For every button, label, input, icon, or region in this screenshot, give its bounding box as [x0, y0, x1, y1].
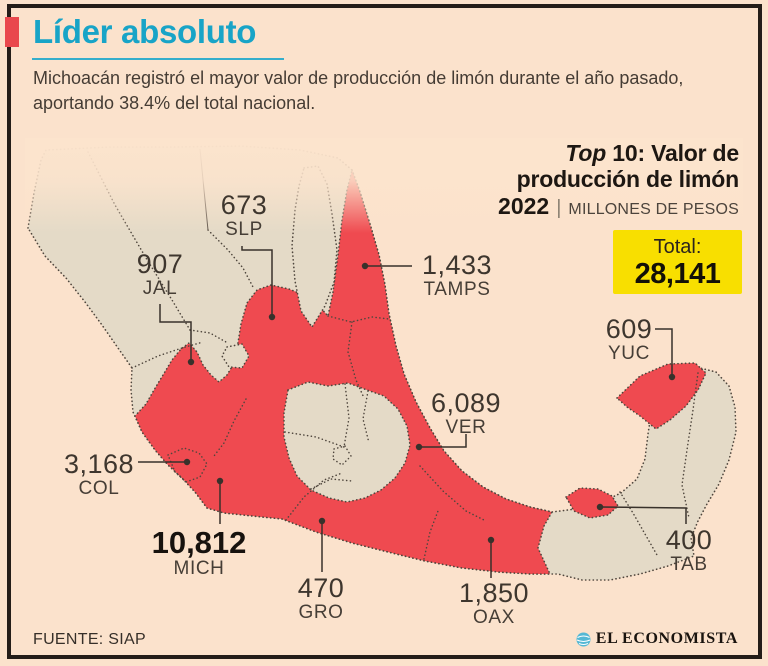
mexico-map: [25, 138, 743, 581]
leader-dots: [183, 262, 676, 544]
leader-lines: [138, 246, 687, 578]
value-slp: 673: [220, 190, 268, 220]
map-label-ver: 6,089 VER: [431, 390, 501, 439]
value-tab: 400: [665, 525, 713, 555]
chart-year: 2022: [498, 193, 550, 219]
map-label-yuc: 609 YUC: [606, 316, 653, 365]
map-label-gro: 470 GRO: [298, 575, 345, 624]
chart-header-separator: |: [556, 197, 562, 219]
title-underline: [32, 58, 284, 60]
abbr-oax: OAX: [473, 607, 515, 628]
map-label-tamps: 1,433 TAMPS: [422, 252, 492, 301]
state-shape-red-belt: [134, 169, 553, 575]
value-yuc: 609: [605, 314, 653, 344]
chart-title-line3: 2022 | MILLONES DE PESOS: [498, 193, 739, 220]
el-economista-globe-icon: [576, 632, 591, 646]
brand-logo: EL ECONOMISTA: [576, 630, 738, 648]
value-oax: 1,850: [458, 578, 530, 608]
value-gro: 470: [297, 573, 345, 603]
map-label-mich: 10,812 MICH: [151, 525, 247, 580]
chart-title-top-word: Top: [565, 140, 607, 166]
value-tamps: 1,433: [421, 250, 493, 280]
total-box: Total: 28,141: [613, 230, 742, 294]
total-value: 28,141: [634, 258, 721, 290]
page-subtitle: Michoacán registró el mayor valor de pro…: [33, 68, 684, 113]
value-mich: 10,812: [151, 525, 247, 560]
page-title: Líder absoluto: [33, 13, 257, 50]
chart-units: MILLONES DE PESOS: [568, 201, 739, 218]
value-jal: 907: [136, 249, 184, 279]
abbr-ver: VER: [445, 417, 487, 438]
value-col: 3,168: [63, 449, 135, 479]
chart-title-line1: Top 10: Valor de: [498, 140, 739, 166]
central-states-cluster: [283, 381, 411, 503]
abbr-slp: SLP: [225, 219, 263, 240]
state-shape-aguascalientes: [221, 343, 250, 369]
map-label-tab: 400 TAB: [666, 527, 713, 576]
abbr-col: COL: [78, 478, 120, 499]
chart-header: Top 10: Valor de producción de limón 202…: [498, 140, 739, 220]
abbr-yuc: YUC: [608, 343, 650, 364]
map-label-jal: 907 JAL: [137, 251, 184, 300]
brand-name: EL ECONOMISTA: [595, 630, 738, 647]
abbr-gro: GRO: [298, 602, 344, 623]
chart-title-line1-rest: 10: Valor de: [606, 140, 739, 166]
abbr-tamps: TAMPS: [423, 279, 491, 300]
state-shape-tabasco: [565, 487, 619, 519]
title-accent-bar: [5, 17, 19, 47]
state-borders: [87, 151, 699, 560]
abbr-tab: TAB: [670, 554, 708, 575]
map-top-fade: [25, 138, 743, 233]
abbr-mich: MICH: [173, 558, 225, 579]
value-ver: 6,089: [430, 388, 502, 418]
source-note: FUENTE: SIAP: [33, 631, 146, 648]
map-label-col: 3,168 COL: [64, 451, 134, 500]
map-label-slp: 673 SLP: [221, 192, 268, 241]
total-label: Total:: [653, 236, 702, 258]
map-label-oax: 1,850 OAX: [459, 580, 529, 629]
state-shape-yucatan: [616, 362, 707, 430]
chart-title-line2: producción de limón: [516, 166, 740, 192]
abbr-jal: JAL: [142, 278, 178, 299]
